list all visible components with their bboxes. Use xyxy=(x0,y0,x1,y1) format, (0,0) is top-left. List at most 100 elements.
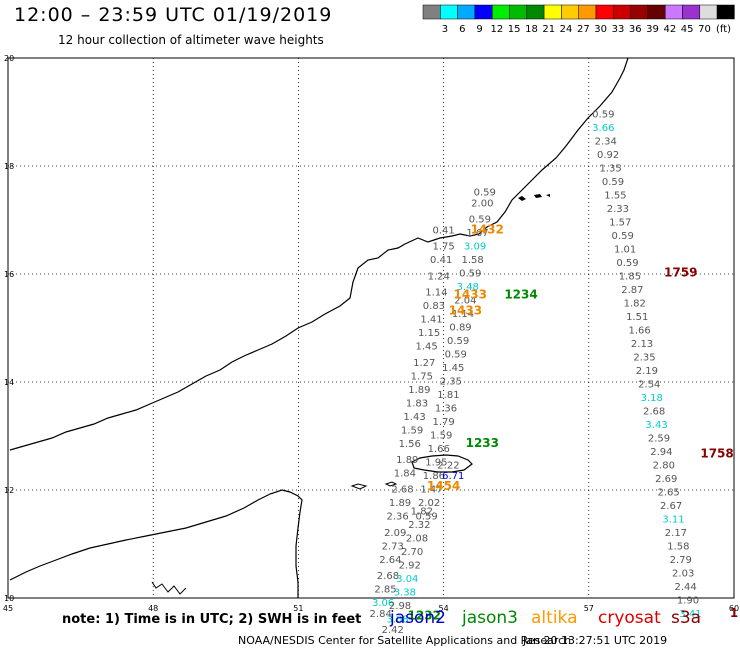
wave-height-value: 2.68 xyxy=(643,406,665,417)
abd-al-kuri-island xyxy=(350,481,398,490)
wave-height-value: 1.01 xyxy=(614,244,636,255)
wave-height-value: 1.24 xyxy=(428,271,450,282)
wave-height-value: 2.09 xyxy=(384,528,406,539)
colorbar-tick-label: 30 xyxy=(594,24,607,35)
wave-height-value: 0.41 xyxy=(432,226,454,237)
wave-height-value: 2.02 xyxy=(418,498,440,509)
wave-height-value: 3.66 xyxy=(592,123,614,134)
pass-time-label: 1433 xyxy=(449,304,482,318)
wave-height-value: 2.54 xyxy=(638,379,660,390)
wave-height-value: 0.59 xyxy=(447,336,469,347)
wave-height-value: 1.79 xyxy=(432,417,454,428)
colorbar-swatch xyxy=(613,4,631,20)
wave-height-value: 0.59 xyxy=(416,512,438,523)
latitude-label: 18 xyxy=(4,162,14,171)
wave-height-value: 0.59 xyxy=(592,109,614,120)
colorbar-tick-label: 15 xyxy=(508,24,521,35)
wave-height-value: 0.92 xyxy=(597,150,619,161)
latitude-label: 10 xyxy=(4,594,14,603)
colorbar-tick-label: 39 xyxy=(646,24,659,35)
colorbar-swatch xyxy=(474,4,493,20)
colorbar-tick-label: 9 xyxy=(476,24,482,35)
colorbar-tick-label: 33 xyxy=(612,24,625,35)
wave-height-value: 2.08 xyxy=(406,533,428,544)
footer-note: note: 1) Time is in UTC; 2) SWH is in fe… xyxy=(62,612,362,627)
wave-height-value: 1.83 xyxy=(406,398,428,409)
color-scale-bar: 3 6 9 12 15 18 21 24 27 30 33 36 39 42 45 70 (ft) xyxy=(422,4,735,35)
wave-height-value: 0.41 xyxy=(430,255,452,266)
generation-timestamp: Jan 20 13:27:51 UTC 2019 xyxy=(523,634,668,647)
wave-height-value: 1.66 xyxy=(628,325,650,336)
colorbar-swatch xyxy=(630,4,649,20)
wave-height-value: 2.33 xyxy=(607,204,629,215)
wave-height-value: 1.43 xyxy=(403,412,425,423)
colorbar-swatch xyxy=(647,4,666,20)
wave-height-value: 0.59 xyxy=(445,350,467,361)
somalia-coastline xyxy=(9,489,303,598)
colorbar-swatch xyxy=(491,4,510,20)
satellite-legend-altika: altika xyxy=(531,608,578,628)
wave-height-value: 1.45 xyxy=(442,363,464,374)
wave-height-value: 2.19 xyxy=(636,366,658,377)
colorbar-swatch xyxy=(509,4,528,20)
wave-height-value: 0.89 xyxy=(449,323,471,334)
wave-height-value: 1.57 xyxy=(609,217,631,228)
wave-height-value: 0.59 xyxy=(602,177,624,188)
wave-height-value: 2.00 xyxy=(471,199,493,210)
colorbar-tick-label: 45 xyxy=(681,24,694,35)
colorbar-tick-label: 12 xyxy=(490,24,503,35)
pass-time-label: 1433 xyxy=(454,287,487,301)
wave-height-value: 1.90 xyxy=(677,595,699,606)
wave-height-value: 1.58 xyxy=(462,255,484,266)
colorbar-tick-label: 27 xyxy=(577,24,590,35)
wave-height-value: 0.59 xyxy=(474,188,496,199)
wave-height-value: 2.04 xyxy=(454,296,476,307)
latitude-label: 20 xyxy=(4,54,14,63)
coast-detail xyxy=(151,581,187,595)
pass-time-label: 1234 xyxy=(504,287,537,301)
pass-time-label: 1233 xyxy=(466,436,499,450)
wave-height-value: 2.44 xyxy=(674,582,696,593)
kuria-muria-islets xyxy=(518,194,550,201)
wave-height-value: 1.35 xyxy=(599,163,621,174)
wave-height-value: 3.06 xyxy=(372,598,394,609)
wave-height-value: 2.35 xyxy=(633,352,655,363)
wave-height-value: 2.98 xyxy=(389,601,411,612)
satellite-legend-s3a: s3a xyxy=(671,608,702,628)
credit-line: NOAA/NESDIS Center for Satellite Applica… xyxy=(238,634,572,647)
wave-height-value: 1.36 xyxy=(435,404,457,415)
wave-height-value: 0.59 xyxy=(459,269,481,280)
wave-height-value: 1.47 xyxy=(420,485,442,496)
map-subtitle: 12 hour collection of altimeter wave hei… xyxy=(58,33,324,47)
wave-height-value: 2.64 xyxy=(379,555,401,566)
colorbar-swatch xyxy=(595,4,614,20)
wave-height-value: 2.70 xyxy=(401,547,423,558)
wave-height-value: 1.82 xyxy=(624,298,646,309)
wave-height-value: 2.67 xyxy=(660,501,682,512)
wave-height-value: 2.73 xyxy=(382,541,404,552)
colorbar-swatch xyxy=(682,4,701,20)
wave-height-value: 2.84 xyxy=(370,609,392,620)
wave-height-value: 1.82 xyxy=(411,506,433,517)
colorbar-tick-label: 42 xyxy=(663,24,676,35)
wave-height-value: 2.92 xyxy=(399,560,421,571)
wave-height-value: 1.58 xyxy=(667,541,689,552)
wave-height-value: 2.69 xyxy=(655,474,677,485)
pass-time-label: 1 xyxy=(730,606,738,620)
colorbar-swatch xyxy=(526,4,545,20)
colorbar-tick-label: 70 xyxy=(698,24,711,35)
wave-height-value: 1.45 xyxy=(416,342,438,353)
wave-height-value: 2.42 xyxy=(382,625,404,636)
wave-height-value: 3.18 xyxy=(641,393,663,404)
wave-height-value: 1.27 xyxy=(413,358,435,369)
longitude-label: 57 xyxy=(584,604,594,613)
wave-height-value: 2.36 xyxy=(386,512,408,523)
longitude-label: 60 xyxy=(729,604,739,613)
wave-height-value: 1.41 xyxy=(420,315,442,326)
wave-height-value: 2.13 xyxy=(631,339,653,350)
wave-height-value: 2.68 xyxy=(377,571,399,582)
colorbar-swatch xyxy=(440,4,458,20)
longitude-label: 45 xyxy=(3,604,13,613)
lat-lon-grid: 45 48 51 54 57 60 20 18 16 14 12 10 xyxy=(3,54,739,613)
